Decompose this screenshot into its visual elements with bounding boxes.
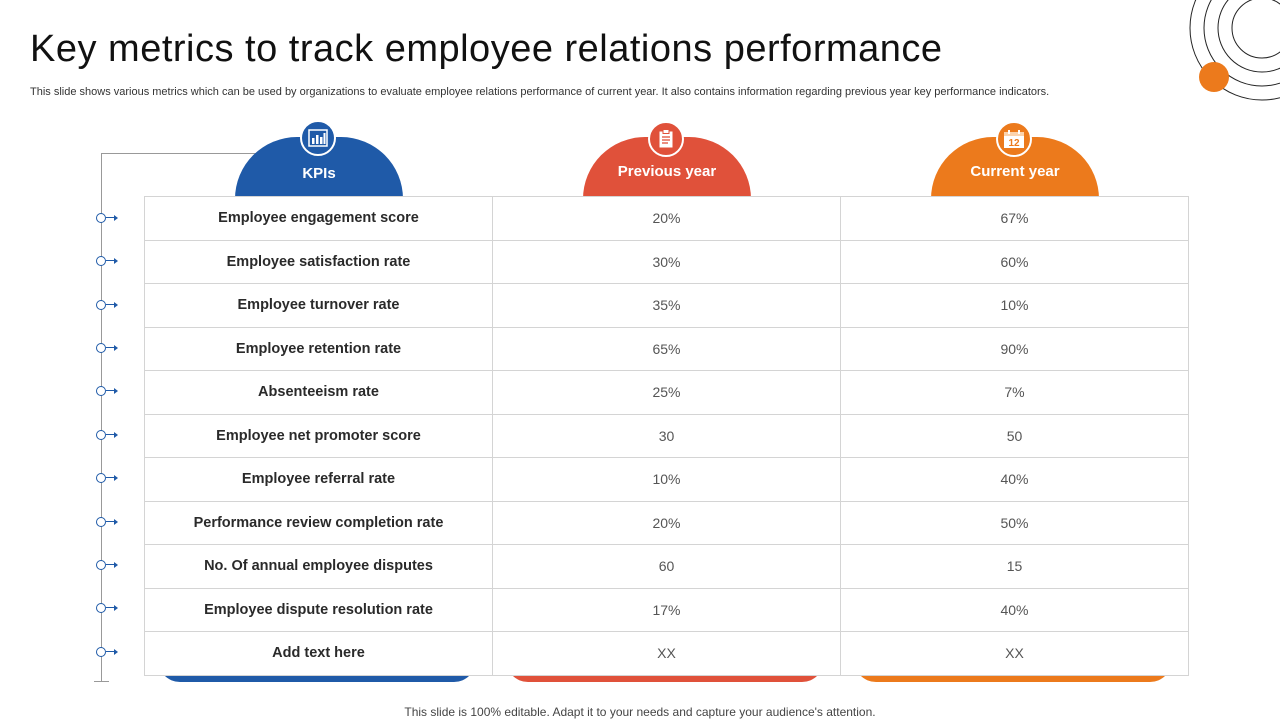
table-row: Employee engagement score 20% 67% <box>144 196 1189 241</box>
kpi-cell: Add text here <box>144 631 493 676</box>
current-year-cell: 50 <box>840 413 1189 458</box>
table-row: Add text here XX XX <box>144 631 1189 676</box>
current-year-cell: XX <box>840 631 1189 676</box>
kpi-cell: Employee dispute resolution rate <box>144 587 493 632</box>
previous-year-cell: 17% <box>492 587 841 632</box>
row-marker-arrow-icon <box>96 559 120 570</box>
row-marker-arrow-icon <box>96 256 120 267</box>
table-row: Employee satisfaction rate 30% 60% <box>144 239 1189 284</box>
table-row: No. Of annual employee disputes 60 15 <box>144 544 1189 589</box>
table-row: Performance review completion rate 20% 50% <box>144 500 1189 545</box>
current-year-cell: 40% <box>840 457 1189 502</box>
row-marker-arrow-icon <box>96 212 120 223</box>
bar-chart-icon <box>300 120 336 156</box>
table-row: Employee turnover rate 35% 10% <box>144 283 1189 328</box>
previous-year-cell: 35% <box>492 283 841 328</box>
previous-year-cell: 25% <box>492 370 841 415</box>
clipboard-icon <box>648 121 684 157</box>
timeline-line <box>101 153 102 681</box>
kpi-cell: Employee satisfaction rate <box>144 239 493 284</box>
kpi-cell: Employee engagement score <box>144 196 493 241</box>
row-marker-arrow-icon <box>96 299 120 310</box>
previous-year-cell: 30 <box>492 413 841 458</box>
current-year-cell: 90% <box>840 326 1189 371</box>
kpi-cell: Absenteeism rate <box>144 370 493 415</box>
header-current-year-label: Current year <box>970 163 1060 180</box>
current-year-cell: 67% <box>840 196 1189 241</box>
current-year-cell: 50% <box>840 500 1189 545</box>
current-year-cell: 7% <box>840 370 1189 415</box>
current-year-cell: 40% <box>840 587 1189 632</box>
previous-year-cell: 60 <box>492 544 841 589</box>
footer-note: This slide is 100% editable. Adapt it to… <box>404 705 876 719</box>
kpi-cell: Performance review completion rate <box>144 500 493 545</box>
previous-year-cell: 20% <box>492 196 841 241</box>
kpi-table: Employee engagement score 20% 67% Employee … <box>144 196 1189 676</box>
row-marker-arrow-icon <box>96 603 120 614</box>
previous-year-cell: 65% <box>492 326 841 371</box>
table-row: Employee retention rate 65% 90% <box>144 326 1189 371</box>
page-subtitle: This slide shows various metrics which c… <box>30 86 1050 98</box>
previous-year-cell: XX <box>492 631 841 676</box>
current-year-cell: 15 <box>840 544 1189 589</box>
row-marker-arrow-icon <box>96 386 120 397</box>
row-marker-arrow-icon <box>96 516 120 527</box>
previous-year-cell: 30% <box>492 239 841 284</box>
kpi-cell: Employee retention rate <box>144 326 493 371</box>
kpi-cell: Employee net promoter score <box>144 413 493 458</box>
header-kpis: KPIs <box>235 137 403 199</box>
header-kpis-label: KPIs <box>302 165 336 182</box>
current-year-cell: 10% <box>840 283 1189 328</box>
page-title: Key metrics to track employee relations … <box>30 28 943 70</box>
kpi-cell: Employee turnover rate <box>144 283 493 328</box>
table-row: Employee net promoter score 30 50 <box>144 413 1189 458</box>
row-marker-arrow-icon <box>96 429 120 440</box>
previous-year-cell: 10% <box>492 457 841 502</box>
header-previous-year-label: Previous year <box>617 163 717 180</box>
header-previous-year: Previous year <box>583 137 751 199</box>
current-year-cell: 60% <box>840 239 1189 284</box>
row-marker-arrow-icon <box>96 473 120 484</box>
table-row: Employee dispute resolution rate 17% 40% <box>144 587 1189 632</box>
timeline-bottom-tick <box>94 681 109 682</box>
concentric-circles-decoration <box>1189 0 1280 101</box>
kpi-cell: No. Of annual employee disputes <box>144 544 493 589</box>
previous-year-cell: 20% <box>492 500 841 545</box>
timeline-top-connector <box>101 153 301 154</box>
kpi-cell: Employee referral rate <box>144 457 493 502</box>
row-marker-arrow-icon <box>96 646 120 657</box>
table-row: Absenteeism rate 25% 7% <box>144 370 1189 415</box>
row-marker-arrow-icon <box>96 342 120 353</box>
table-row: Employee referral rate 10% 40% <box>144 457 1189 502</box>
calendar-icon-text: 12 <box>1008 138 1020 149</box>
calendar-icon: 12 <box>996 121 1032 157</box>
